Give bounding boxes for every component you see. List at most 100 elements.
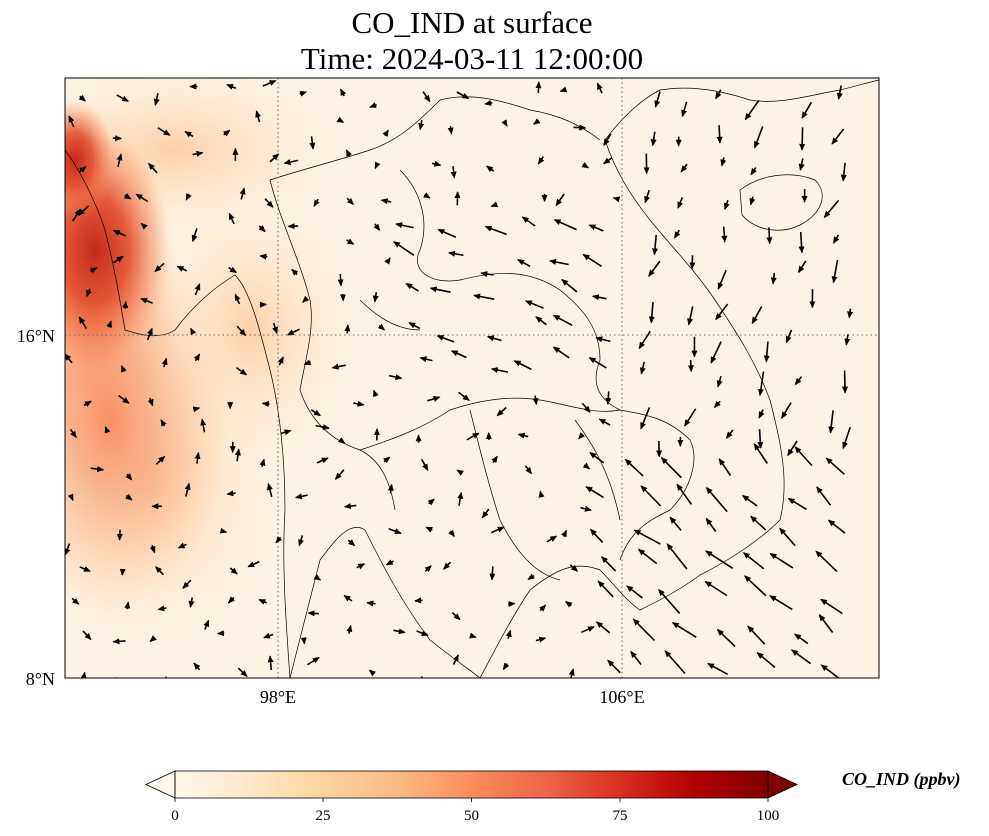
wind-arrow (588, 357, 607, 369)
wind-arrow (457, 491, 464, 506)
wind-arrow (601, 556, 617, 572)
wind-arrow (798, 231, 805, 254)
wind-arrow (578, 432, 586, 440)
wind-arrow (481, 508, 490, 519)
wind-arrow (715, 89, 722, 100)
wind-arrow (373, 389, 379, 398)
map-frame (64, 77, 880, 679)
wind-arrow (502, 662, 510, 671)
colorbar-extend-low (145, 770, 176, 799)
wind-arrow (581, 402, 591, 413)
wind-arrow (582, 253, 603, 267)
wind-arrow (490, 526, 505, 534)
wind-arrow (597, 580, 614, 598)
wind-arrow (116, 153, 123, 168)
wind-arrow (485, 165, 495, 173)
wind-arrow (769, 595, 793, 611)
wind-arrow (112, 229, 127, 237)
wind-arrow (313, 574, 322, 581)
wind-arrow (820, 664, 841, 678)
wind-arrow (310, 409, 322, 417)
wind-arrow (116, 94, 129, 102)
wind-arrow (280, 429, 292, 436)
wind-arrow (388, 374, 403, 380)
wind-arrow (723, 199, 730, 211)
wind-arrow (596, 82, 603, 94)
wind-arrow (828, 410, 835, 434)
wind-arrow (419, 356, 433, 363)
wind-arrow (602, 157, 613, 165)
wind-arrow (573, 124, 587, 131)
wind-arrow (123, 193, 132, 200)
wind-arrow (140, 297, 153, 304)
wind-arrow (353, 400, 365, 407)
wind-arrow (612, 196, 621, 203)
wind-arrow (299, 90, 308, 97)
wind-arrow (259, 458, 266, 467)
wind-arrow (111, 676, 121, 678)
wind-arrow (149, 545, 156, 554)
wind-arrow (781, 402, 792, 419)
wind-arrow (182, 579, 192, 589)
wind-arrow (469, 632, 477, 639)
wind-arrow (588, 224, 604, 232)
wind-arrow (185, 193, 192, 201)
wind-arrow (120, 364, 127, 373)
wind-arrow (753, 126, 764, 149)
map-gridlines (65, 78, 879, 678)
wind-arrow (505, 629, 512, 639)
wind-arrow (794, 376, 803, 386)
wind-arrow (219, 527, 228, 534)
wind-arrow (605, 391, 612, 406)
wind-arrow (262, 80, 277, 87)
wind-arrow (344, 324, 351, 334)
wind-arrow (816, 486, 832, 506)
wind-arrow (447, 125, 454, 135)
wind-arrow (568, 668, 575, 678)
wind-arrow (607, 659, 621, 674)
wind-arrow (416, 630, 429, 637)
wind-arrow (286, 328, 300, 336)
wind-arrow (247, 560, 260, 568)
wind-arrow (721, 226, 728, 243)
wind-arrow (385, 559, 394, 566)
wind-arrow (555, 193, 565, 207)
wind-arrow (827, 519, 846, 534)
wind-arrow (78, 165, 87, 173)
wind-arrow (603, 133, 612, 147)
wind-arrow (749, 196, 756, 206)
wind-arrow (140, 222, 148, 230)
wind-arrow (501, 119, 508, 127)
wind-arrow (589, 451, 605, 464)
wind-arrow (718, 458, 732, 477)
wind-arrow (847, 308, 854, 319)
wind-arrow (744, 99, 760, 121)
wind-arrow (539, 604, 547, 612)
wind-arrow (756, 652, 776, 669)
wind-arrow (532, 118, 541, 125)
wind-arrow (684, 408, 697, 427)
wind-arrow (484, 99, 493, 106)
wind-arrow (794, 446, 813, 467)
wind-arrow (264, 198, 274, 208)
wind-arrow (677, 197, 684, 209)
wind-arrow (753, 443, 768, 464)
wind-arrow (632, 618, 655, 642)
wind-arrow (89, 267, 98, 274)
wind-arrow (275, 536, 283, 544)
wind-arrow (456, 469, 464, 476)
wind-arrow (589, 528, 604, 543)
wind-arrow (486, 335, 502, 342)
wind-arrow (82, 630, 92, 641)
wind-arrow (681, 101, 688, 118)
wind-arrow (153, 93, 160, 106)
wind-arrow (425, 526, 434, 533)
wind-arrow (832, 234, 840, 244)
lon-tick-98e: 98°E (260, 687, 296, 707)
wind-arrow (366, 600, 376, 607)
wind-arrow (489, 566, 496, 581)
wind-arrow (725, 429, 734, 439)
wind-arrow (517, 258, 531, 268)
wind-arrow (203, 619, 210, 630)
wind-arrow (184, 482, 191, 497)
